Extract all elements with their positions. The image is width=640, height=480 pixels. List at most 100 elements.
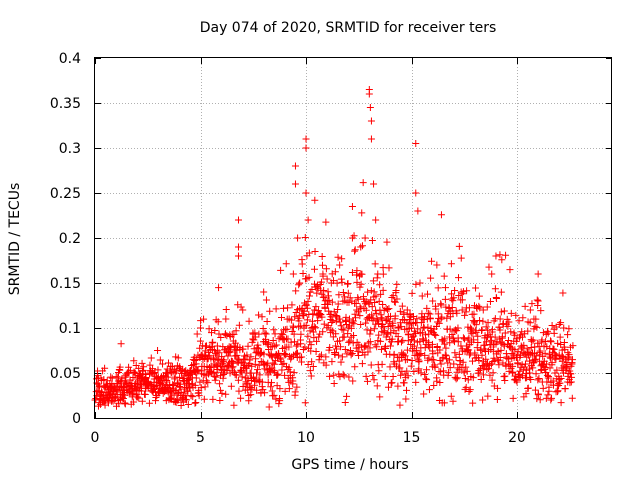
data-point <box>234 376 242 384</box>
data-point <box>465 334 473 342</box>
data-point <box>429 350 437 358</box>
data-point <box>488 326 496 334</box>
data-point <box>233 351 241 359</box>
data-point <box>434 318 442 326</box>
data-point <box>478 351 486 359</box>
data-point <box>138 397 146 405</box>
data-point <box>403 367 411 375</box>
data-point <box>277 333 285 341</box>
data-point <box>390 350 398 358</box>
data-point <box>217 333 225 341</box>
data-point <box>420 324 428 332</box>
data-point <box>296 279 304 287</box>
data-point <box>346 337 354 345</box>
data-point <box>531 386 539 394</box>
data-point <box>376 281 384 289</box>
data-point <box>324 292 332 300</box>
data-point <box>447 392 455 400</box>
data-point <box>340 326 348 334</box>
data-point <box>416 279 424 287</box>
data-point <box>338 353 346 361</box>
data-point <box>348 319 356 327</box>
data-point <box>528 337 536 345</box>
data-point <box>234 216 242 224</box>
data-point <box>407 362 415 370</box>
data-point <box>267 383 275 391</box>
data-point <box>484 326 492 334</box>
data-point <box>431 330 439 338</box>
data-point <box>383 238 391 246</box>
data-point <box>506 266 514 274</box>
data-point <box>351 247 359 255</box>
data-point <box>302 144 310 152</box>
data-point <box>373 382 381 390</box>
data-point <box>559 289 567 297</box>
data-point <box>201 383 209 391</box>
data-point <box>567 373 575 381</box>
data-point <box>568 394 576 402</box>
data-point <box>121 400 129 408</box>
data-point <box>239 306 247 314</box>
data-point <box>471 317 479 325</box>
data-point <box>375 367 383 375</box>
data-point <box>409 347 417 355</box>
data-point <box>407 340 415 348</box>
y-tick-label: 0.05 <box>50 366 81 382</box>
data-point <box>210 346 218 354</box>
data-point <box>437 301 445 309</box>
data-point <box>312 324 320 332</box>
data-point <box>318 253 326 261</box>
data-point <box>403 356 411 364</box>
data-point <box>256 378 264 386</box>
data-point <box>388 379 396 387</box>
data-point <box>117 340 125 348</box>
data-point <box>138 359 146 367</box>
data-point <box>524 327 532 335</box>
data-point <box>215 330 223 338</box>
data-point <box>561 385 569 393</box>
data-point <box>304 332 312 340</box>
data-point <box>455 274 463 282</box>
data-point <box>354 347 362 355</box>
data-point <box>537 307 545 315</box>
data-point <box>515 373 523 381</box>
data-point <box>384 306 392 314</box>
data-point <box>441 335 449 343</box>
data-point <box>388 335 396 343</box>
data-point <box>455 350 463 358</box>
data-point <box>318 313 326 321</box>
data-point <box>460 335 468 343</box>
data-point <box>317 351 325 359</box>
data-point <box>458 296 466 304</box>
data-point <box>258 313 266 321</box>
data-point <box>504 322 512 330</box>
data-point <box>483 366 491 374</box>
data-point <box>477 375 485 383</box>
data-point <box>281 387 289 395</box>
data-point <box>557 319 565 327</box>
data-point <box>446 364 454 372</box>
data-point <box>259 386 267 394</box>
data-point <box>422 375 430 383</box>
data-point <box>367 117 375 125</box>
data-point <box>226 369 234 377</box>
data-point <box>224 352 232 360</box>
data-point <box>565 325 573 333</box>
data-point <box>324 322 332 330</box>
data-point <box>424 323 432 331</box>
data-point <box>432 305 440 313</box>
data-point <box>223 332 231 340</box>
data-point <box>489 369 497 377</box>
data-point <box>341 345 349 353</box>
data-point <box>437 300 445 308</box>
data-point <box>532 370 540 378</box>
data-point <box>428 257 436 265</box>
data-point <box>396 364 404 372</box>
data-point <box>125 383 133 390</box>
data-point <box>218 356 226 363</box>
data-point <box>475 369 483 377</box>
data-point <box>171 375 179 383</box>
data-point <box>517 342 525 350</box>
data-point <box>373 274 381 282</box>
data-point <box>348 203 356 210</box>
